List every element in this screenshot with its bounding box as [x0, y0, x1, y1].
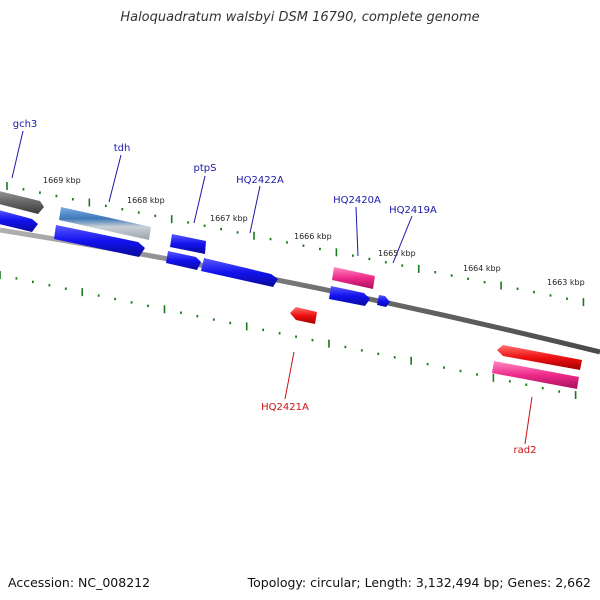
genome-summary: Topology: circular; Length: 3,132,494 bp… [247, 575, 591, 590]
scale-label-1666: 1666 kbp [294, 232, 332, 241]
gene-label-gch3: gch3 [13, 119, 38, 130]
feature-HQ2420A-cds [329, 286, 370, 306]
scale-label-1664: 1664 kbp [463, 264, 501, 273]
leader-HQ2421A [284, 351, 295, 400]
scale-label-1667: 1667 kbp [210, 214, 248, 223]
feature-ptpS-cds [166, 251, 201, 270]
gene-label-HQ2422A: HQ2422A [236, 175, 284, 186]
scale-label-1668: 1668 kbp [127, 196, 165, 205]
leader-rad2 [524, 396, 533, 445]
scale-label-1665: 1665 kbp [378, 249, 416, 258]
feature-gch3 [0, 191, 44, 214]
gene-label-HQ2420A: HQ2420A [333, 195, 381, 206]
leader-ptpS [193, 175, 206, 224]
gene-label-rad2: rad2 [514, 445, 537, 456]
feature-rad2 [492, 361, 579, 389]
feature-rad2-cds [497, 345, 582, 370]
gene-label-HQ2419A: HQ2419A [389, 205, 437, 216]
feature-HQ2420A [332, 267, 375, 289]
gene-label-tdh: tdh [114, 143, 131, 154]
gene-label-HQ2421A: HQ2421A [261, 402, 309, 413]
feature-unlabeled-cds [0, 210, 38, 232]
leader-HQ2422A [249, 185, 261, 234]
leader-HQ2420A [355, 206, 359, 257]
feature-HQ2422A [201, 258, 278, 287]
scale-label-1669: 1669 kbp [43, 176, 81, 185]
scale-label-1663: 1663 kbp [547, 278, 585, 287]
feature-tdh [59, 207, 151, 240]
feature-ptpS [170, 234, 206, 254]
genome-backbone [0, 227, 600, 355]
leader-gch3 [11, 130, 24, 179]
leader-tdh [108, 154, 122, 203]
gene-label-ptpS: ptpS [194, 163, 217, 174]
reverse-tick-track [0, 271, 577, 400]
leader-HQ2419A [392, 215, 413, 264]
forward-tick-track [6, 182, 585, 307]
feature-HQ2421A [290, 307, 317, 324]
accession-label: Accession: NC_008212 [8, 575, 151, 590]
map-title: Haloquadratum walsbyi DSM 16790, complet… [120, 10, 480, 25]
feature-HQ2419A [377, 295, 390, 307]
feature-tdh-cds [54, 225, 145, 257]
